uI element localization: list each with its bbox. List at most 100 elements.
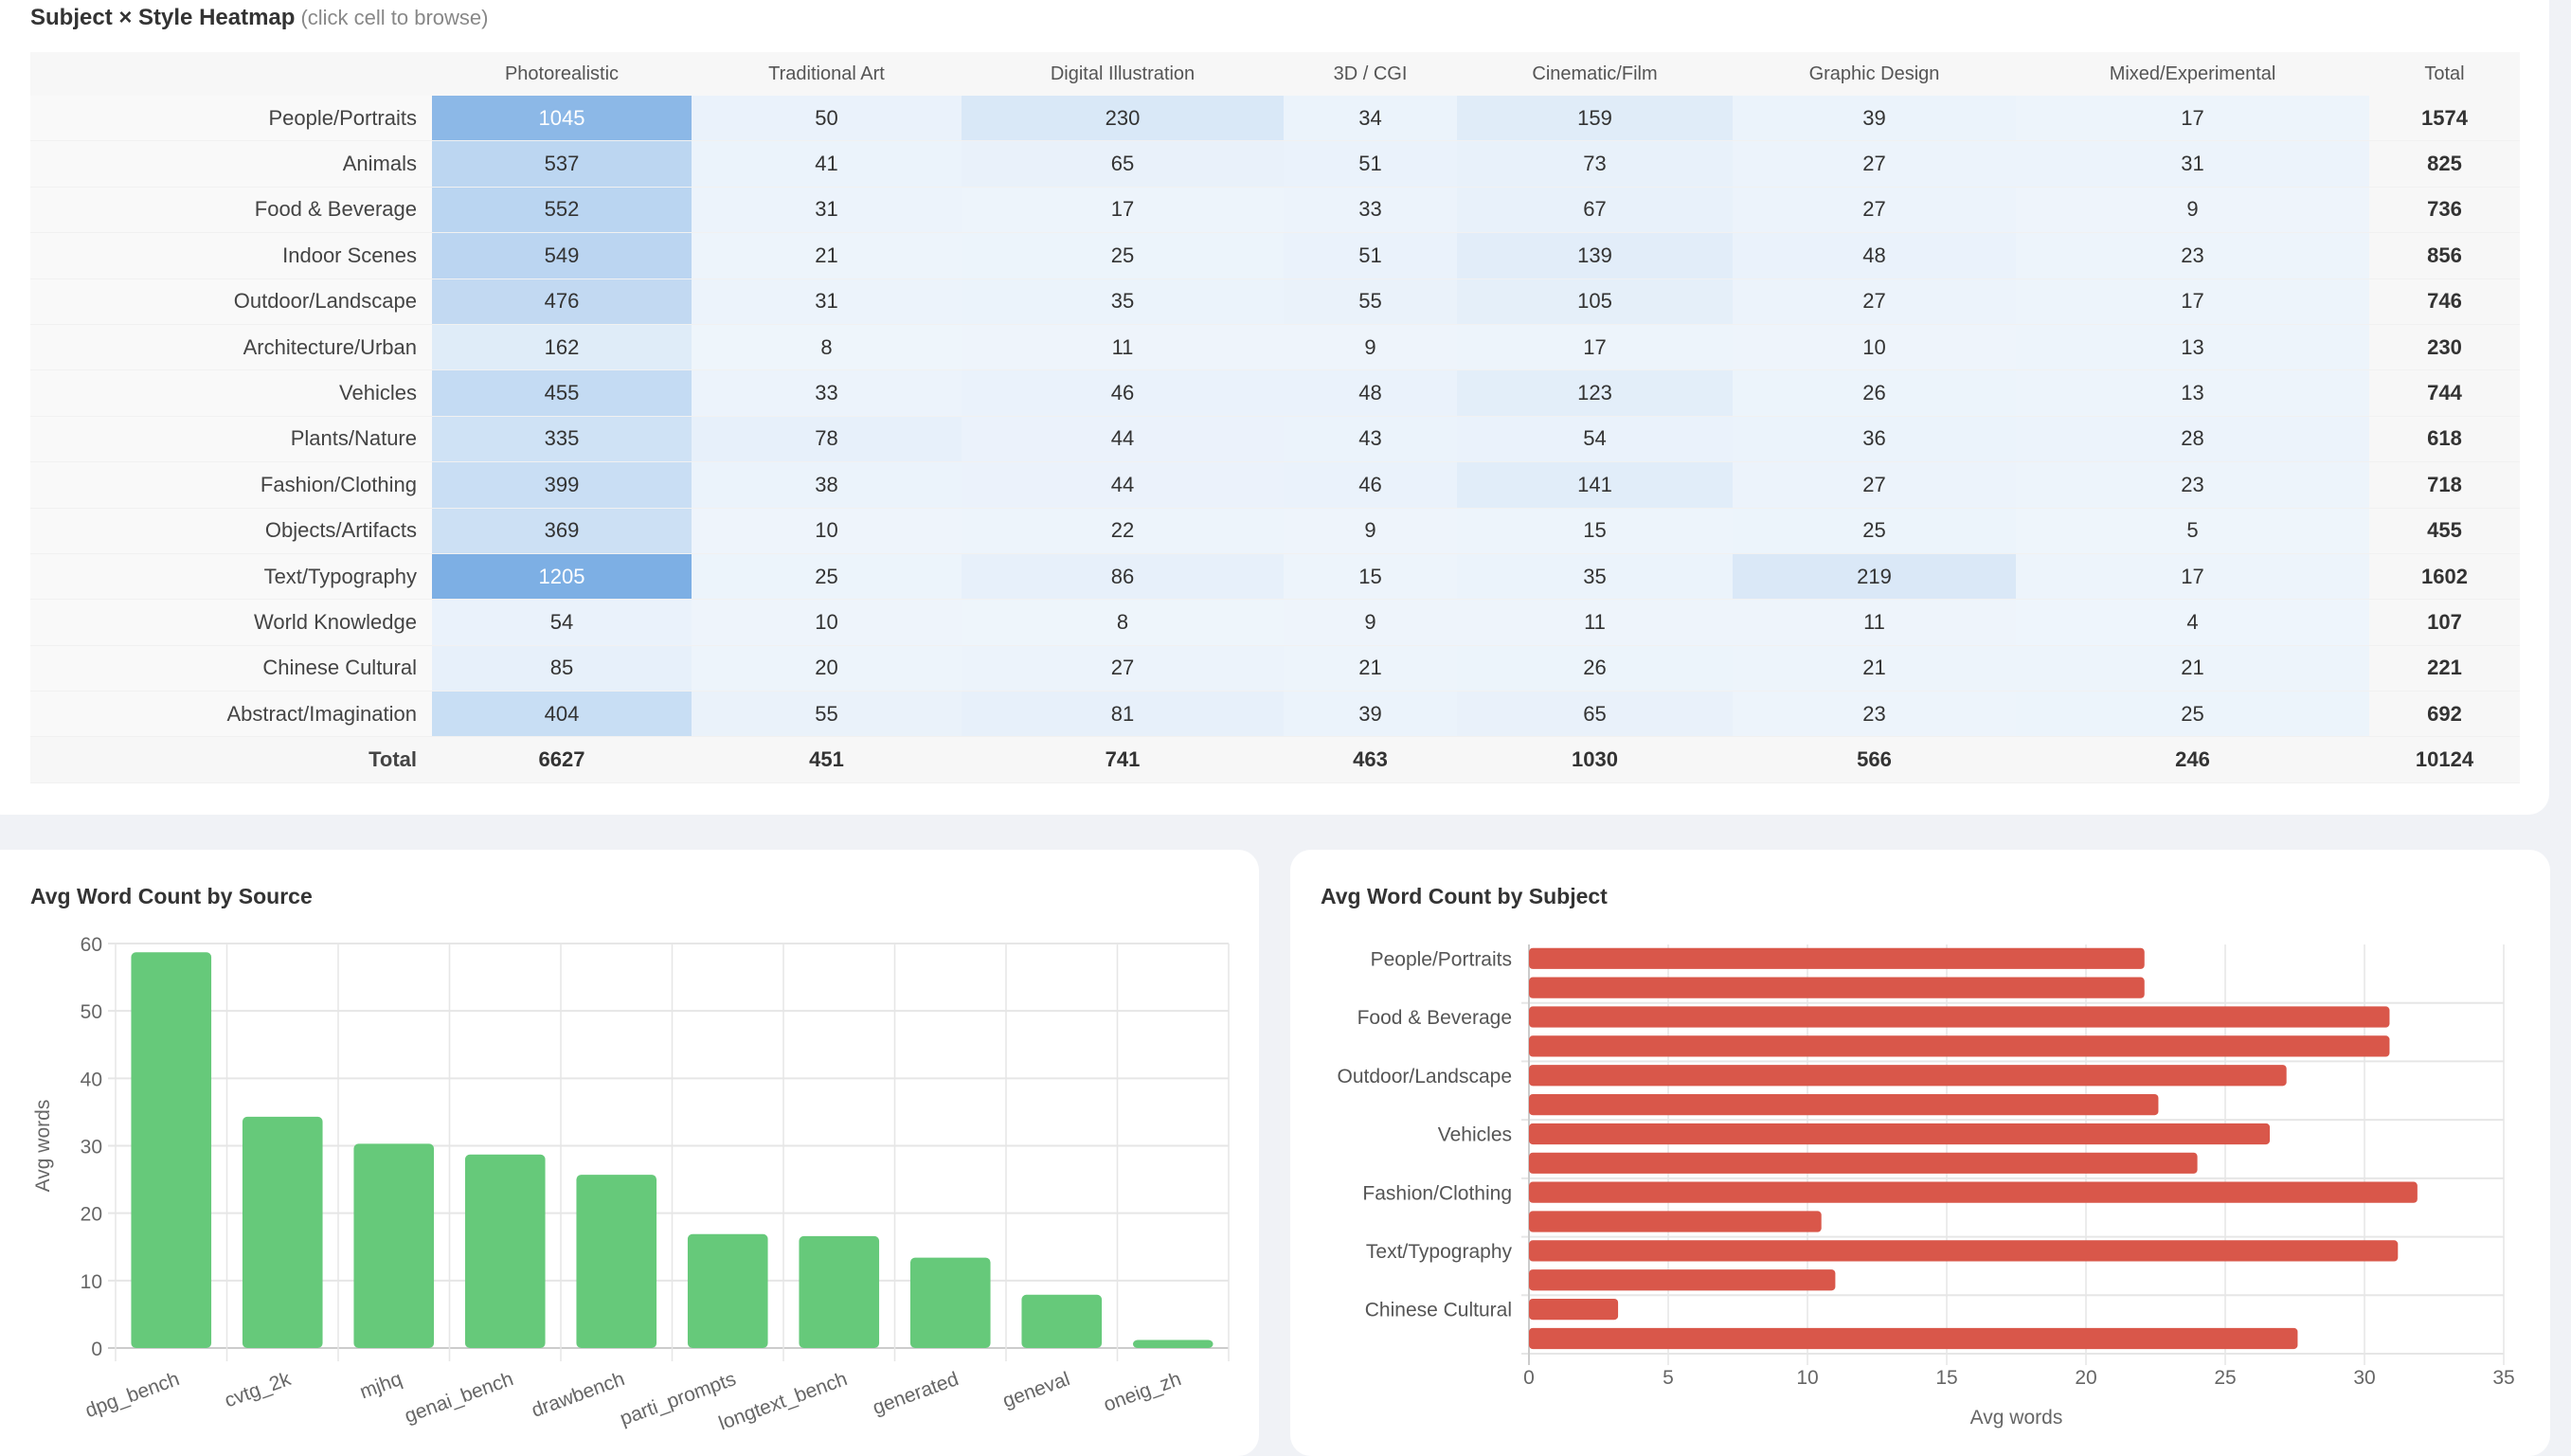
heatmap-cell[interactable]: 23 bbox=[1733, 691, 2016, 738]
heatmap-cell[interactable]: 54 bbox=[432, 599, 692, 646]
heatmap-cell[interactable]: 10 bbox=[692, 508, 962, 554]
heatmap-cell[interactable]: 38 bbox=[692, 461, 962, 509]
heatmap-cell[interactable]: 27 bbox=[1733, 461, 2016, 509]
bar-Food & Beverage[interactable] bbox=[1529, 1006, 2390, 1028]
heatmap-cell[interactable]: 537 bbox=[432, 140, 692, 188]
heatmap-cell[interactable]: 476 bbox=[432, 279, 692, 325]
heatmap-cell[interactable]: 51 bbox=[1284, 140, 1457, 188]
heatmap-cell[interactable]: 25 bbox=[692, 553, 962, 601]
bar-genai_bench[interactable] bbox=[464, 1154, 546, 1348]
heatmap-cell[interactable]: 10 bbox=[692, 599, 962, 646]
heatmap-cell[interactable]: 35 bbox=[962, 279, 1284, 325]
heatmap-cell[interactable]: 20 bbox=[692, 645, 962, 692]
heatmap-cell[interactable]: 39 bbox=[1284, 691, 1457, 738]
heatmap-cell[interactable]: 27 bbox=[1733, 187, 2016, 234]
heatmap-cell[interactable]: 11 bbox=[1457, 599, 1733, 646]
heatmap-cell[interactable]: 78 bbox=[692, 416, 962, 463]
heatmap-cell[interactable]: 123 bbox=[1457, 369, 1733, 417]
heatmap-cell[interactable]: 219 bbox=[1733, 553, 2016, 601]
heatmap-cell[interactable]: 8 bbox=[962, 599, 1284, 646]
bar-subject[interactable] bbox=[1529, 1327, 2298, 1350]
heatmap-cell[interactable]: 11 bbox=[962, 324, 1284, 371]
heatmap-cell[interactable]: 65 bbox=[962, 140, 1284, 188]
heatmap-cell[interactable]: 39 bbox=[1733, 96, 2016, 142]
bar-Fashion/Clothing[interactable] bbox=[1529, 1181, 2418, 1203]
heatmap-cell[interactable]: 139 bbox=[1457, 232, 1733, 279]
heatmap-cell[interactable]: 27 bbox=[1733, 279, 2016, 325]
heatmap-cell[interactable]: 36 bbox=[1733, 416, 2016, 463]
heatmap-cell[interactable]: 335 bbox=[432, 416, 692, 463]
heatmap-cell[interactable]: 44 bbox=[962, 416, 1284, 463]
heatmap-cell[interactable]: 5 bbox=[2016, 508, 2369, 554]
heatmap-cell[interactable]: 23 bbox=[2016, 461, 2369, 509]
heatmap-cell[interactable]: 13 bbox=[2016, 324, 2369, 371]
heatmap-cell[interactable]: 26 bbox=[1733, 369, 2016, 417]
bar-oneig_zh[interactable] bbox=[1132, 1339, 1214, 1348]
heatmap-cell[interactable]: 27 bbox=[1733, 140, 2016, 188]
heatmap-cell[interactable]: 31 bbox=[692, 279, 962, 325]
bar-People/Portraits[interactable] bbox=[1529, 947, 2145, 969]
bar-subject[interactable] bbox=[1529, 1093, 2159, 1116]
heatmap-cell[interactable]: 55 bbox=[692, 691, 962, 738]
heatmap-cell[interactable]: 33 bbox=[692, 369, 962, 417]
heatmap-cell[interactable]: 455 bbox=[432, 369, 692, 417]
heatmap-cell[interactable]: 17 bbox=[1457, 324, 1733, 371]
bar-subject[interactable] bbox=[1529, 1269, 1836, 1291]
heatmap-cell[interactable]: 31 bbox=[2016, 140, 2369, 188]
heatmap-cell[interactable]: 17 bbox=[962, 187, 1284, 234]
heatmap-cell[interactable]: 105 bbox=[1457, 279, 1733, 325]
bar-generated[interactable] bbox=[909, 1257, 991, 1348]
heatmap-cell[interactable]: 21 bbox=[2016, 645, 2369, 692]
bar-Vehicles[interactable] bbox=[1529, 1123, 2271, 1145]
bar-subject[interactable] bbox=[1529, 1211, 1822, 1232]
heatmap-cell[interactable]: 44 bbox=[962, 461, 1284, 509]
heatmap-cell[interactable]: 67 bbox=[1457, 187, 1733, 234]
heatmap-cell[interactable]: 17 bbox=[2016, 553, 2369, 601]
heatmap-cell[interactable]: 73 bbox=[1457, 140, 1733, 188]
heatmap-cell[interactable]: 9 bbox=[1284, 599, 1457, 646]
heatmap-cell[interactable]: 31 bbox=[692, 187, 962, 234]
heatmap-cell[interactable]: 15 bbox=[1284, 553, 1457, 601]
heatmap-cell[interactable]: 9 bbox=[2016, 187, 2369, 234]
heatmap-cell[interactable]: 22 bbox=[962, 508, 1284, 554]
heatmap-cell[interactable]: 369 bbox=[432, 508, 692, 554]
heatmap-cell[interactable]: 141 bbox=[1457, 461, 1733, 509]
heatmap-cell[interactable]: 15 bbox=[1457, 508, 1733, 554]
heatmap-cell[interactable]: 50 bbox=[692, 96, 962, 142]
heatmap-cell[interactable]: 404 bbox=[432, 691, 692, 738]
heatmap-cell[interactable]: 55 bbox=[1284, 279, 1457, 325]
heatmap-cell[interactable]: 86 bbox=[962, 553, 1284, 601]
heatmap-cell[interactable]: 46 bbox=[1284, 461, 1457, 509]
heatmap-cell[interactable]: 28 bbox=[2016, 416, 2369, 463]
heatmap-cell[interactable]: 1045 bbox=[432, 96, 692, 142]
heatmap-cell[interactable]: 4 bbox=[2016, 599, 2369, 646]
heatmap-cell[interactable]: 43 bbox=[1284, 416, 1457, 463]
bar-parti_prompts[interactable] bbox=[687, 1233, 768, 1348]
heatmap-cell[interactable]: 25 bbox=[962, 232, 1284, 279]
heatmap-cell[interactable]: 48 bbox=[1733, 232, 2016, 279]
bar-subject[interactable] bbox=[1529, 1035, 2390, 1057]
bar-Chinese Cultural[interactable] bbox=[1529, 1298, 1619, 1321]
bar-subject[interactable] bbox=[1529, 977, 2145, 998]
bar-longtext_bench[interactable] bbox=[799, 1235, 880, 1348]
heatmap-cell[interactable]: 34 bbox=[1284, 96, 1457, 142]
heatmap-cell[interactable]: 11 bbox=[1733, 599, 2016, 646]
heatmap-cell[interactable]: 33 bbox=[1284, 187, 1457, 234]
bar-subject[interactable] bbox=[1529, 1152, 2198, 1174]
heatmap-cell[interactable]: 9 bbox=[1284, 324, 1457, 371]
heatmap-cell[interactable]: 41 bbox=[692, 140, 962, 188]
heatmap-cell[interactable]: 27 bbox=[962, 645, 1284, 692]
heatmap-cell[interactable]: 26 bbox=[1457, 645, 1733, 692]
heatmap-cell[interactable]: 54 bbox=[1457, 416, 1733, 463]
heatmap-cell[interactable]: 23 bbox=[2016, 232, 2369, 279]
heatmap-cell[interactable]: 48 bbox=[1284, 369, 1457, 417]
heatmap-cell[interactable]: 162 bbox=[432, 324, 692, 371]
heatmap-cell[interactable]: 65 bbox=[1457, 691, 1733, 738]
heatmap-cell[interactable]: 10 bbox=[1733, 324, 2016, 371]
bar-Text/Typography[interactable] bbox=[1529, 1240, 2399, 1262]
bar-dpg_bench[interactable] bbox=[131, 952, 212, 1348]
heatmap-cell[interactable]: 399 bbox=[432, 461, 692, 509]
bar-drawbench[interactable] bbox=[576, 1175, 657, 1348]
heatmap-cell[interactable]: 85 bbox=[432, 645, 692, 692]
heatmap-cell[interactable]: 21 bbox=[1284, 645, 1457, 692]
